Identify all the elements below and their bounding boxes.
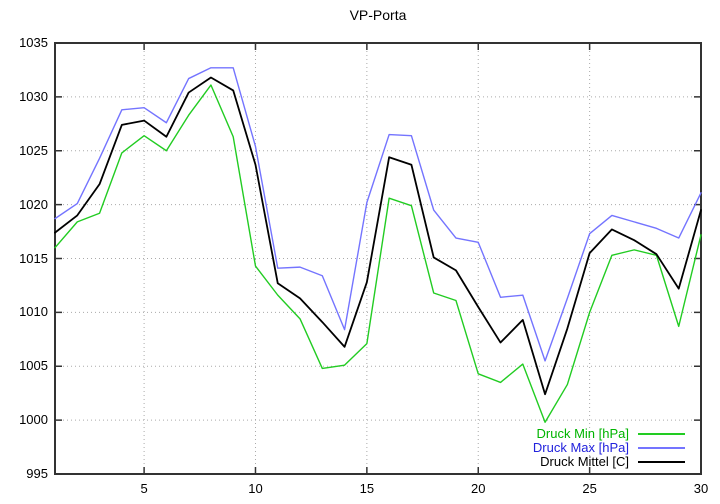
legend-row-druck-mittel-c: Druck Mittel [C] — [533, 455, 685, 468]
y-tick-label-1020: 1020 — [19, 196, 48, 212]
legend-row-druck-min-hpa: Druck Min [hPa] — [533, 427, 685, 440]
legend-line-sample — [638, 460, 685, 463]
legend-line-sample — [638, 432, 685, 435]
legend-label: Druck Max [hPa] — [532, 440, 629, 455]
legend-label: Druck Min [hPa] — [536, 426, 629, 441]
legend-line-sample — [638, 446, 685, 449]
series-line-druck-mittel-c — [54, 76, 702, 396]
y-tick-label-1005: 1005 — [19, 358, 48, 374]
x-tick-label-25: 25 — [582, 481, 597, 496]
x-tick-label-30: 30 — [693, 481, 709, 496]
y-tick-label-1010: 1010 — [19, 304, 48, 320]
x-tick-label-20: 20 — [471, 481, 486, 496]
y-tick-label-1035: 1035 — [19, 35, 48, 50]
chart-title: VP-Porta — [349, 7, 407, 23]
series-line-druck-max-hpa — [54, 67, 702, 362]
x-tick-label-5: 5 — [140, 481, 148, 496]
y-tick-label-1000: 1000 — [19, 412, 48, 428]
legend-label: Druck Mittel [C] — [540, 454, 629, 469]
x-tick-label-15: 15 — [359, 481, 375, 496]
legend-row-druck-max-hpa: Druck Max [hPa] — [533, 441, 685, 454]
legend: Druck Min [hPa] Druck Max [hPa] Druck Mitt… — [533, 427, 685, 469]
y-tick-label-995: 995 — [26, 466, 48, 481]
x-tick-label-10: 10 — [248, 481, 263, 496]
y-tick-label-1030: 1030 — [19, 88, 48, 104]
y-tick-label-1025: 1025 — [19, 142, 48, 158]
series-line-druck-min-hpa — [54, 84, 702, 423]
y-tick-label-1015: 1015 — [19, 250, 48, 266]
